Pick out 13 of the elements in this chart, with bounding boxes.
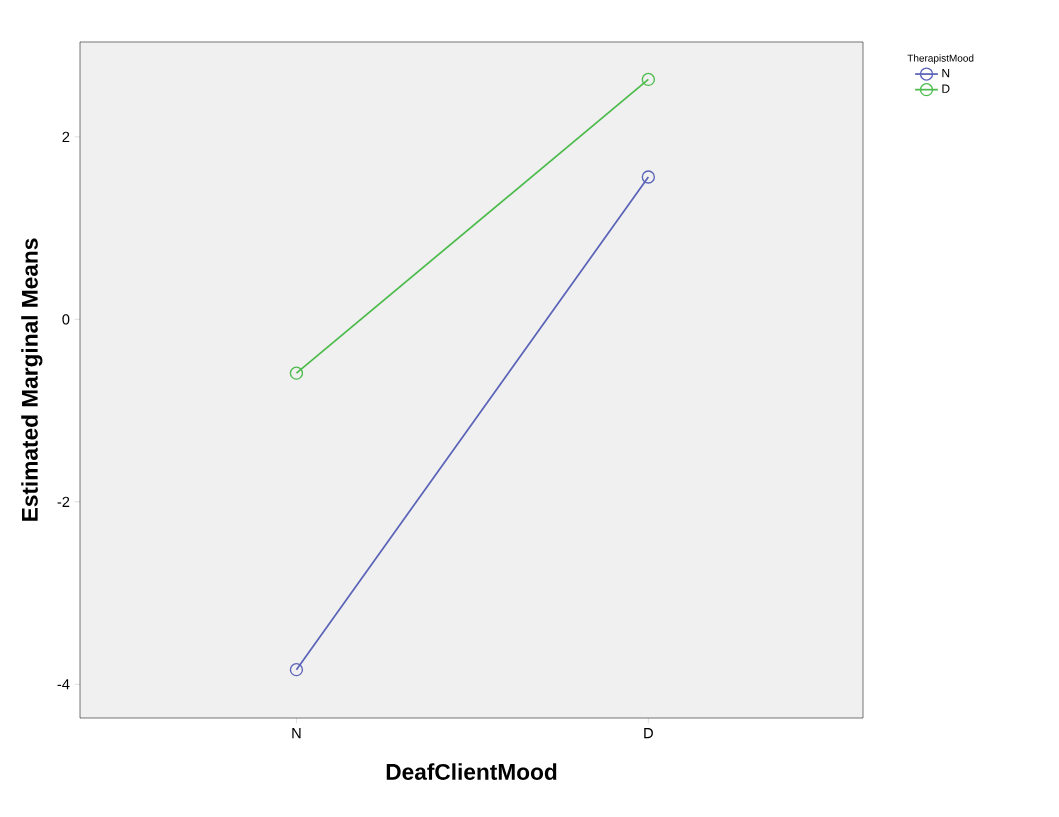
y-axis-title: Estimated Marginal Means [21, 238, 43, 521]
y-tick-label: 2 [62, 131, 70, 142]
y-tick-label: 0 [62, 314, 70, 325]
point [641, 72, 656, 87]
x-axis-title: DeafClientMood [386, 763, 557, 780]
legend-title: TherapistMood [907, 54, 974, 64]
legend-label: N [942, 68, 950, 78]
y-tick-label: -2 [57, 496, 70, 507]
point [289, 662, 304, 677]
legend-label: D [942, 84, 950, 93]
point [289, 366, 304, 380]
point [641, 170, 656, 184]
y-tick-label: -4 [57, 679, 70, 690]
